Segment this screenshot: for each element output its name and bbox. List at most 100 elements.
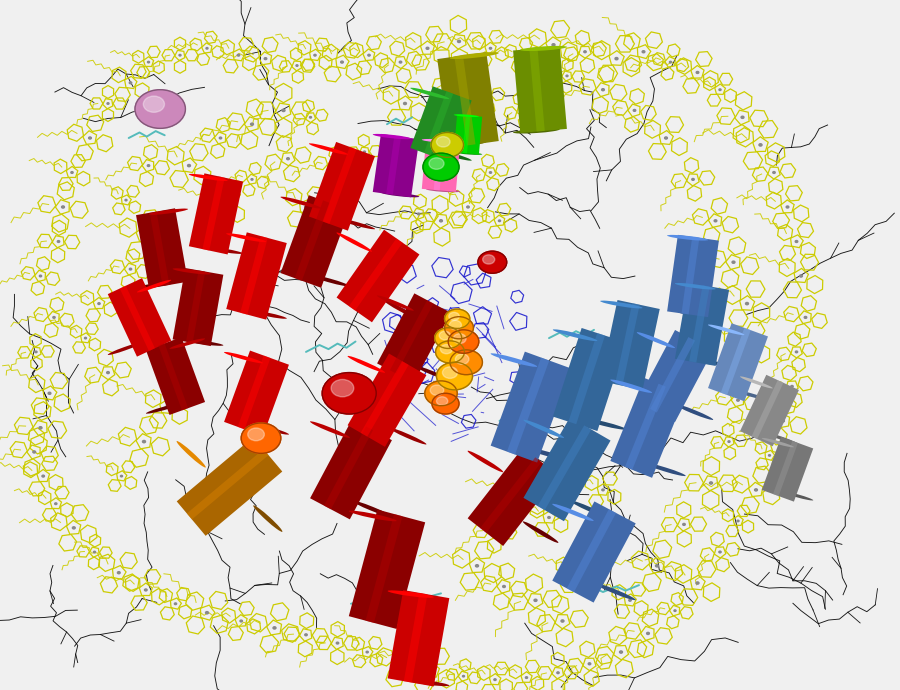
Circle shape (400, 61, 401, 63)
Circle shape (455, 354, 469, 364)
Circle shape (584, 51, 586, 52)
Circle shape (142, 233, 146, 236)
Circle shape (799, 275, 803, 277)
Circle shape (449, 313, 459, 320)
Polygon shape (238, 355, 271, 429)
Circle shape (615, 57, 618, 60)
Polygon shape (349, 238, 402, 310)
Circle shape (494, 531, 496, 532)
Circle shape (436, 137, 450, 147)
Circle shape (490, 172, 491, 173)
Circle shape (521, 110, 523, 111)
Circle shape (697, 72, 698, 73)
Circle shape (709, 482, 713, 484)
Circle shape (445, 317, 473, 339)
Ellipse shape (426, 188, 460, 193)
Ellipse shape (108, 342, 142, 355)
Ellipse shape (253, 505, 283, 532)
Circle shape (248, 428, 265, 441)
Circle shape (655, 564, 659, 567)
Circle shape (467, 206, 469, 208)
Circle shape (728, 441, 730, 442)
Circle shape (94, 551, 95, 553)
Circle shape (85, 337, 86, 339)
Circle shape (48, 392, 51, 395)
Circle shape (457, 40, 461, 43)
Circle shape (769, 455, 770, 456)
Circle shape (107, 103, 109, 104)
Circle shape (478, 251, 507, 273)
Circle shape (251, 179, 253, 180)
Ellipse shape (173, 268, 211, 275)
Circle shape (304, 206, 308, 208)
Ellipse shape (224, 352, 263, 364)
Ellipse shape (185, 339, 223, 346)
Circle shape (526, 677, 527, 678)
Ellipse shape (553, 329, 598, 341)
Polygon shape (322, 147, 356, 224)
Circle shape (629, 600, 631, 601)
Circle shape (787, 206, 788, 208)
Ellipse shape (513, 128, 560, 134)
Ellipse shape (675, 404, 713, 420)
Polygon shape (240, 236, 268, 315)
Circle shape (224, 206, 226, 208)
Ellipse shape (732, 389, 768, 400)
Circle shape (759, 144, 762, 146)
Polygon shape (637, 330, 713, 422)
Ellipse shape (525, 447, 572, 461)
Circle shape (220, 137, 221, 139)
Circle shape (206, 48, 208, 49)
Ellipse shape (524, 420, 564, 438)
Circle shape (642, 50, 645, 53)
Polygon shape (681, 237, 699, 315)
Circle shape (430, 669, 434, 672)
Circle shape (589, 663, 590, 664)
Polygon shape (761, 437, 814, 502)
Ellipse shape (491, 353, 537, 367)
Circle shape (436, 341, 464, 363)
Circle shape (552, 43, 555, 46)
Polygon shape (600, 300, 660, 390)
Polygon shape (202, 176, 225, 250)
Circle shape (475, 564, 479, 567)
Polygon shape (537, 425, 591, 510)
Ellipse shape (389, 428, 427, 444)
Ellipse shape (581, 418, 626, 430)
Circle shape (741, 116, 744, 119)
Polygon shape (454, 115, 482, 155)
Circle shape (399, 661, 402, 664)
Ellipse shape (250, 423, 289, 435)
Ellipse shape (457, 152, 482, 155)
Polygon shape (309, 142, 375, 230)
Circle shape (135, 90, 185, 128)
Ellipse shape (637, 332, 675, 348)
Polygon shape (675, 283, 729, 366)
Circle shape (341, 61, 343, 63)
Circle shape (619, 651, 623, 653)
Circle shape (796, 351, 797, 353)
Ellipse shape (766, 433, 799, 444)
Ellipse shape (204, 247, 243, 254)
Circle shape (436, 362, 472, 390)
Circle shape (187, 164, 191, 167)
Polygon shape (373, 134, 419, 197)
Circle shape (602, 489, 604, 491)
Circle shape (250, 123, 254, 126)
Ellipse shape (281, 197, 321, 208)
Polygon shape (721, 328, 751, 395)
Circle shape (430, 385, 444, 395)
Polygon shape (189, 173, 243, 255)
Circle shape (125, 199, 127, 201)
Circle shape (692, 179, 694, 180)
Polygon shape (615, 303, 640, 386)
Circle shape (754, 489, 758, 491)
Polygon shape (740, 375, 799, 446)
Circle shape (53, 317, 55, 318)
Polygon shape (404, 593, 428, 682)
Ellipse shape (675, 283, 716, 290)
Polygon shape (149, 212, 169, 286)
Ellipse shape (336, 218, 375, 229)
Circle shape (548, 517, 550, 518)
Polygon shape (365, 514, 402, 623)
